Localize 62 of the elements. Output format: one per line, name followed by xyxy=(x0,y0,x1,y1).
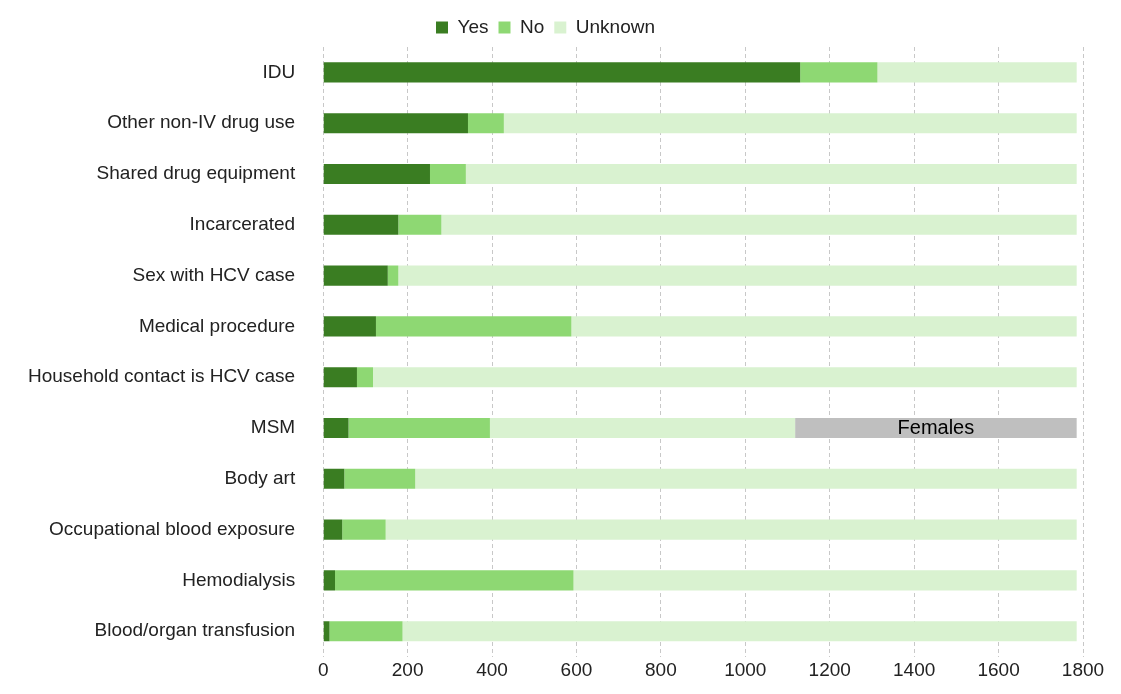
bar xyxy=(342,519,386,540)
bar xyxy=(489,417,796,439)
bar xyxy=(398,265,1077,286)
bar xyxy=(323,163,430,185)
bar xyxy=(329,621,403,642)
x-tick-label: 0 xyxy=(317,659,329,681)
bar xyxy=(348,417,490,439)
x-tick-label: 1800 xyxy=(1061,659,1105,681)
bar xyxy=(323,621,330,642)
y-tick-label: Medical procedure xyxy=(138,314,296,336)
x-tick-label: 400 xyxy=(476,659,508,681)
x-tick-label: 1200 xyxy=(808,659,851,681)
y-tick-label: Hemodialysis xyxy=(182,568,296,590)
bar xyxy=(503,113,1077,134)
bar xyxy=(335,570,574,591)
bar xyxy=(323,570,336,591)
bar xyxy=(323,417,349,439)
y-tick-label: Incarcerated xyxy=(189,213,296,235)
x-tick-label: 1000 xyxy=(724,659,767,681)
bar xyxy=(465,163,1077,185)
bar xyxy=(402,621,1077,642)
bar xyxy=(323,468,345,489)
legend-label: Unknown xyxy=(575,15,656,37)
legend-label: Yes xyxy=(457,15,489,37)
bar xyxy=(441,214,1077,235)
bar xyxy=(323,316,376,337)
x-tick-label: 200 xyxy=(391,659,424,681)
legend-label: No xyxy=(520,15,545,37)
bar xyxy=(385,519,1077,540)
y-tick-label: Blood/organ transfusion xyxy=(94,619,296,641)
bar xyxy=(415,468,1077,489)
bar xyxy=(323,367,357,388)
y-tick-label: IDU xyxy=(262,60,296,82)
bar xyxy=(323,214,399,235)
y-tick-label: Household contact is HCV case xyxy=(28,365,296,387)
x-tick-label: 600 xyxy=(560,659,593,681)
y-tick-label: MSM xyxy=(250,416,296,438)
series-label: Females xyxy=(897,415,975,438)
bar xyxy=(344,468,416,489)
bar xyxy=(375,316,572,337)
x-tick-label: 1600 xyxy=(977,659,1020,681)
x-tick-label: 800 xyxy=(645,659,677,681)
bar xyxy=(877,62,1077,83)
x-tick-label: 1400 xyxy=(893,659,936,681)
bar xyxy=(323,265,388,286)
y-tick-label: Body art xyxy=(224,467,296,489)
bar xyxy=(571,316,1077,337)
bar xyxy=(573,570,1077,591)
y-tick-label: Shared drug equipment xyxy=(96,162,296,184)
bar xyxy=(467,113,504,134)
bar xyxy=(398,214,442,235)
y-tick-label: Occupational blood exposure xyxy=(49,517,296,539)
bar xyxy=(323,62,801,83)
bar xyxy=(800,62,878,83)
bar xyxy=(323,113,468,134)
bar xyxy=(373,367,1077,388)
y-tick-label: Other non-IV drug use xyxy=(107,111,296,133)
y-tick-label: Sex with HCV case xyxy=(132,263,296,285)
bar xyxy=(323,519,343,540)
bar xyxy=(429,163,466,185)
bar xyxy=(356,367,373,388)
bar xyxy=(387,265,399,286)
